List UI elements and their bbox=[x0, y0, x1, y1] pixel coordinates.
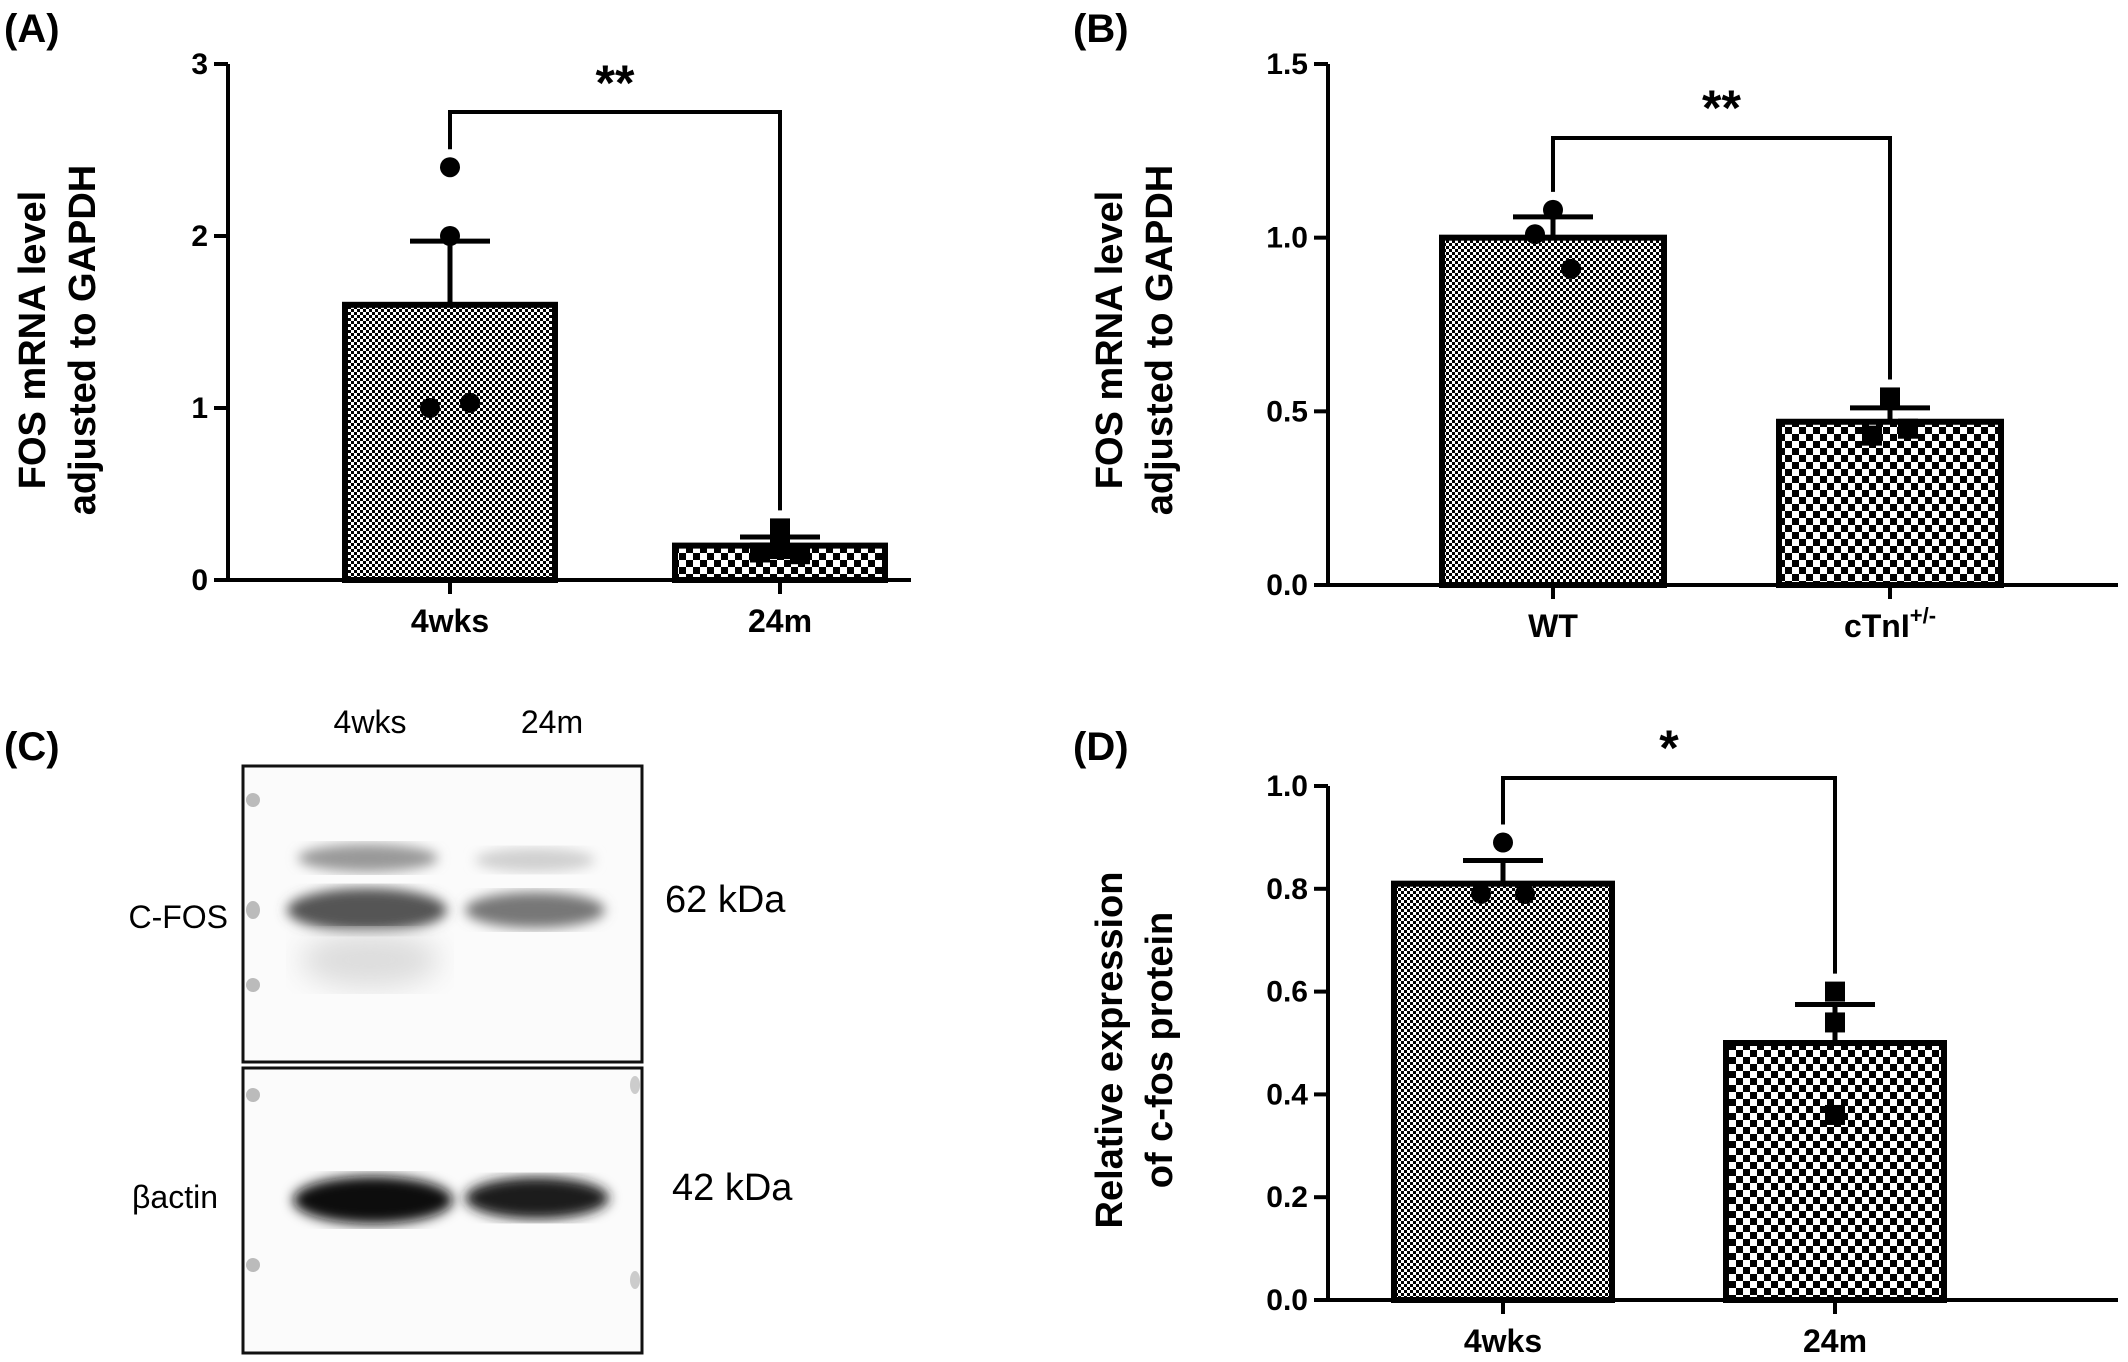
significance-bracket bbox=[1551, 136, 1892, 380]
data-point bbox=[1471, 883, 1491, 904]
y-tick-label: 0.8 bbox=[1266, 873, 1308, 906]
panel-d: (D) Relative expression of c-fos protein… bbox=[1073, 720, 2118, 1359]
y-axis-title-d-line1: Relative expression bbox=[1089, 872, 1131, 1229]
panel-label-a: (A) bbox=[4, 7, 60, 51]
data-point bbox=[1561, 258, 1581, 279]
blot-band-cfos-24m bbox=[465, 892, 605, 928]
panel-c: (C) 4wks 24m C-FOS βactin 62 kDa 42 kDa bbox=[4, 704, 793, 1355]
blot-kda-cfos: 62 kDa bbox=[665, 879, 786, 921]
panel-label-c: (C) bbox=[4, 725, 60, 769]
x-category-superscript: +/- bbox=[1910, 603, 1936, 628]
y-tick-label: 2 bbox=[191, 220, 208, 253]
y-axis-title-b-line1: FOS mRNA level bbox=[1089, 191, 1131, 489]
data-point bbox=[1898, 418, 1918, 439]
bar bbox=[1723, 1040, 1947, 1303]
data-point bbox=[770, 518, 790, 539]
y-tick-label: 0.5 bbox=[1266, 395, 1308, 428]
marker-dot bbox=[630, 1271, 640, 1289]
data-point bbox=[460, 392, 480, 413]
data-point bbox=[750, 542, 770, 563]
data-point bbox=[1862, 425, 1882, 446]
data-point bbox=[1525, 224, 1545, 245]
y-axis-title-d-line2: of c-fos protein bbox=[1139, 912, 1181, 1189]
data-point bbox=[1543, 199, 1563, 220]
y-tick-label: 0 bbox=[191, 564, 208, 597]
marker-dot bbox=[630, 1076, 640, 1094]
marker-dot bbox=[246, 901, 260, 919]
y-tick-label: 0.0 bbox=[1266, 569, 1308, 602]
blot-band-cfos-24m-upper bbox=[475, 848, 595, 872]
significance-marker: ** bbox=[596, 55, 635, 111]
y-tick-label: 0.0 bbox=[1266, 1284, 1308, 1317]
data-point bbox=[790, 544, 810, 565]
x-category-label: 4wks bbox=[1464, 1323, 1542, 1359]
x-category-label: 24m bbox=[748, 603, 812, 639]
y-tick-label: 1.5 bbox=[1266, 48, 1308, 81]
data-point bbox=[1825, 1012, 1845, 1033]
data-point bbox=[1825, 1104, 1845, 1125]
panel-b: (B) FOS mRNA level adjusted to GAPDH 0.0… bbox=[1073, 7, 2118, 644]
y-tick-label: 3 bbox=[191, 48, 208, 81]
y-tick-label: 1 bbox=[191, 392, 208, 425]
data-point bbox=[1515, 883, 1535, 904]
plot-d: 0.0 0.2 0.4 0.6 0.8 1.0 4wks 24m * bbox=[1266, 720, 2118, 1359]
data-point bbox=[440, 157, 460, 178]
y-axis-title-b-line2: adjusted to GAPDH bbox=[1139, 165, 1181, 515]
bar bbox=[1391, 880, 1615, 1303]
marker-dot bbox=[246, 793, 260, 807]
data-point bbox=[1825, 981, 1845, 1002]
significance-bracket bbox=[448, 110, 782, 511]
blot-band-cfos-4wks bbox=[287, 888, 447, 932]
significance-bracket bbox=[1501, 776, 1837, 974]
marker-dot bbox=[246, 1088, 260, 1102]
blot-band-actin-4wks bbox=[293, 1176, 453, 1224]
data-point bbox=[440, 226, 460, 246]
bar bbox=[342, 301, 558, 583]
blot-band-actin-24m bbox=[465, 1177, 609, 1219]
panel-label-b: (B) bbox=[1073, 7, 1129, 51]
bar bbox=[1439, 234, 1667, 589]
x-category-label: cTnI+/- bbox=[1844, 603, 1936, 644]
significance-marker: * bbox=[1659, 720, 1679, 776]
blot-kda-actin: 42 kDa bbox=[672, 1167, 793, 1209]
data-point bbox=[1493, 832, 1513, 853]
blot-smear-cfos-4wks bbox=[300, 932, 440, 988]
marker-dot bbox=[246, 978, 260, 992]
y-axis-title-a-line1: FOS mRNA level bbox=[12, 191, 54, 489]
x-category-label: 4wks bbox=[411, 603, 489, 639]
panel-label-d: (D) bbox=[1073, 725, 1129, 769]
x-category-label: WT bbox=[1528, 608, 1578, 644]
y-tick-label: 0.4 bbox=[1266, 1078, 1308, 1111]
bar bbox=[1776, 418, 2004, 588]
data-point bbox=[420, 398, 440, 418]
data-point bbox=[1880, 387, 1900, 408]
blot-band-label-actin: βactin bbox=[132, 1179, 218, 1215]
plot-a: 0 1 2 3 4wks 24m ** bbox=[191, 48, 911, 639]
y-axis-title-a-line2: adjusted to GAPDH bbox=[62, 165, 104, 515]
significance-marker: ** bbox=[1702, 80, 1741, 136]
y-tick-label: 1.0 bbox=[1266, 222, 1308, 255]
y-tick-label: 0.6 bbox=[1266, 976, 1308, 1009]
panel-a: (A) FOS mRNA level adjusted to GAPDH 0 1 2… bbox=[4, 7, 911, 639]
x-category-label: 24m bbox=[1803, 1323, 1867, 1359]
blot-lane-label-4wks: 4wks bbox=[334, 704, 407, 740]
data-point bbox=[770, 539, 790, 560]
blot-band-cfos-4wks-upper bbox=[298, 844, 438, 872]
y-tick-label: 1.0 bbox=[1266, 770, 1308, 803]
marker-dot bbox=[246, 1258, 260, 1272]
y-tick-label: 0.2 bbox=[1266, 1181, 1308, 1214]
blot-band-label-cfos: C-FOS bbox=[128, 899, 228, 935]
blot-lane-label-24m: 24m bbox=[521, 704, 583, 740]
plot-b: 0.0 0.5 1.0 1.5 WT cTnI+/- ** bbox=[1266, 48, 2118, 644]
